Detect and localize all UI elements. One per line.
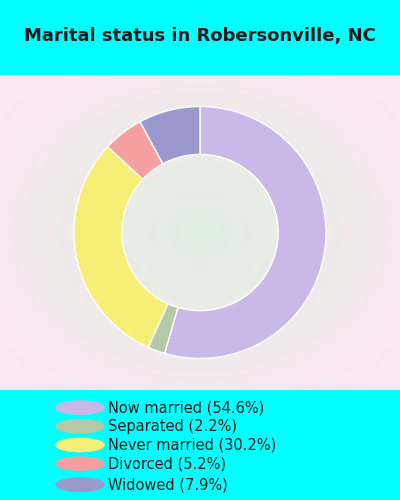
Wedge shape [140,106,200,164]
Circle shape [56,420,104,433]
Wedge shape [74,146,168,348]
Text: Marital status in Robersonville, NC: Marital status in Robersonville, NC [24,27,376,45]
Text: Now married (54.6%): Now married (54.6%) [108,400,264,415]
Text: Separated (2.2%): Separated (2.2%) [108,419,237,434]
Circle shape [56,401,104,414]
Text: Divorced (5.2%): Divorced (5.2%) [108,456,226,471]
Wedge shape [148,304,178,354]
Circle shape [56,478,104,491]
Wedge shape [108,122,163,180]
Circle shape [56,438,104,452]
Circle shape [56,457,104,470]
Text: Never married (30.2%): Never married (30.2%) [108,438,276,452]
Text: Widowed (7.9%): Widowed (7.9%) [108,477,228,492]
Wedge shape [164,106,326,358]
